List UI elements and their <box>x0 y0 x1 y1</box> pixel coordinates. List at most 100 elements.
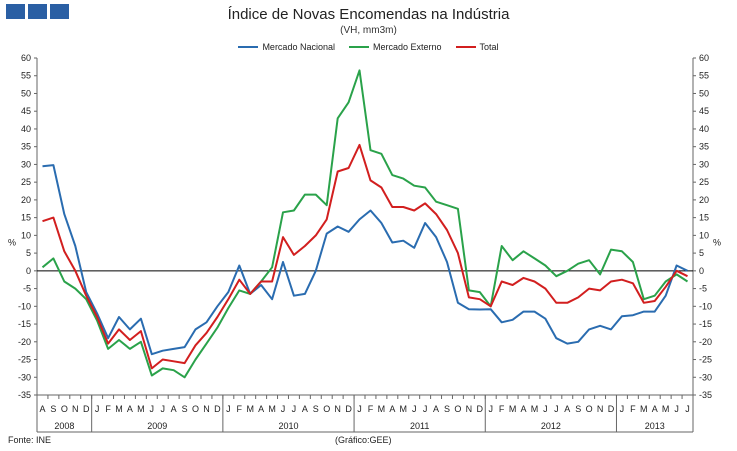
month-label: S <box>313 404 319 414</box>
month-label: J <box>674 404 679 414</box>
y-tick-label-right: 25 <box>699 177 709 187</box>
month-label: O <box>454 404 461 414</box>
month-label: N <box>72 404 79 414</box>
legend-label-total: Total <box>479 42 499 52</box>
month-label: O <box>586 404 593 414</box>
month-label: J <box>160 404 165 414</box>
y-tick-label-left: 10 <box>21 230 31 240</box>
month-label: M <box>137 404 145 414</box>
logo-square <box>6 4 25 19</box>
month-label: J <box>95 404 100 414</box>
month-label: D <box>83 404 90 414</box>
y-tick-label-left: -20 <box>18 337 31 347</box>
y-tick-label-right: 10 <box>699 230 709 240</box>
y-tick-label-left: 5 <box>26 248 31 258</box>
y-tick-label-left: 20 <box>21 195 31 205</box>
month-label: D <box>477 404 484 414</box>
y-tick-label-left: 45 <box>21 106 31 116</box>
legend-item-nacional: Mercado Nacional <box>238 42 335 52</box>
y-axis-label-left: % <box>8 237 16 247</box>
month-label: J <box>488 404 493 414</box>
month-label: A <box>433 404 439 414</box>
month-label: M <box>640 404 648 414</box>
month-label: M <box>509 404 517 414</box>
month-label: S <box>50 404 56 414</box>
legend-item-externo: Mercado Externo <box>348 42 442 52</box>
y-tick-label-right: 50 <box>699 88 709 98</box>
y-tick-label-right: 20 <box>699 195 709 205</box>
y-tick-label-right: 45 <box>699 106 709 116</box>
month-label: N <box>466 404 473 414</box>
credit-note: (Gráfico:GEE) <box>335 435 392 445</box>
y-tick-label-right: 0 <box>699 266 704 276</box>
month-label: M <box>662 404 670 414</box>
year-label: 2009 <box>147 421 167 431</box>
month-label: F <box>499 404 505 414</box>
month-label: S <box>444 404 450 414</box>
y-tick-label-left: -30 <box>18 372 31 382</box>
month-label: J <box>150 404 155 414</box>
y-tick-label-left: 60 <box>21 53 31 63</box>
month-label: M <box>378 404 386 414</box>
y-tick-label-left: 40 <box>21 124 31 134</box>
y-tick-label-right: -30 <box>699 372 712 382</box>
month-label: J <box>292 404 297 414</box>
legend-label-nacional: Mercado Nacional <box>262 42 335 52</box>
y-tick-label-left: 50 <box>21 88 31 98</box>
y-tick-label-right: 5 <box>699 248 704 258</box>
y-tick-label-right: -5 <box>699 284 707 294</box>
month-label: M <box>268 404 276 414</box>
month-label: M <box>115 404 123 414</box>
month-label: J <box>412 404 417 414</box>
legend-item-total: Total <box>455 42 499 52</box>
legend-label-externo: Mercado Externo <box>372 42 442 52</box>
logo-square <box>50 4 69 19</box>
month-label: O <box>192 404 199 414</box>
month-label: J <box>543 404 548 414</box>
chart-title: Índice de Novas Encomendas na Indústria <box>227 6 510 23</box>
month-label: J <box>685 404 690 414</box>
y-tick-label-right: -15 <box>699 319 712 329</box>
month-label: A <box>127 404 133 414</box>
month-label: F <box>368 404 374 414</box>
month-label: A <box>171 404 177 414</box>
month-label: F <box>630 404 636 414</box>
month-label: D <box>214 404 221 414</box>
y-tick-label-left: 35 <box>21 142 31 152</box>
month-label: J <box>281 404 286 414</box>
legend-swatch-nacional <box>238 46 259 48</box>
chart-subtitle: (VH, mm3m) <box>340 25 397 36</box>
y-tick-label-left: 0 <box>26 266 31 276</box>
year-label: 2013 <box>645 421 665 431</box>
y-tick-label-right: -20 <box>699 337 712 347</box>
y-tick-label-right: -35 <box>699 390 712 400</box>
logo-square <box>28 4 47 19</box>
month-label: F <box>105 404 111 414</box>
month-label: A <box>652 404 658 414</box>
source-note: Fonte: INE <box>8 435 52 445</box>
month-label: S <box>182 404 188 414</box>
series-line-total <box>42 143 688 370</box>
y-tick-label-left: -25 <box>18 355 31 365</box>
logo <box>6 4 69 19</box>
month-label: F <box>237 404 243 414</box>
year-label: 2008 <box>54 421 74 431</box>
month-label: D <box>608 404 615 414</box>
y-tick-label-right: -10 <box>699 301 712 311</box>
series-line-nacional <box>42 164 688 356</box>
y-tick-label-right: 30 <box>699 159 709 169</box>
y-tick-label-right: -25 <box>699 355 712 365</box>
y-tick-label-left: 55 <box>21 71 31 81</box>
month-label: J <box>554 404 559 414</box>
y-tick-label-left: 25 <box>21 177 31 187</box>
y-axis-label-right: % <box>713 237 721 247</box>
month-label: J <box>620 404 625 414</box>
month-label: A <box>389 404 395 414</box>
month-label: M <box>531 404 539 414</box>
month-label: M <box>246 404 254 414</box>
y-tick-label-left: 30 <box>21 159 31 169</box>
y-tick-label-left: -10 <box>18 301 31 311</box>
month-label: S <box>575 404 581 414</box>
year-label: 2012 <box>541 421 561 431</box>
